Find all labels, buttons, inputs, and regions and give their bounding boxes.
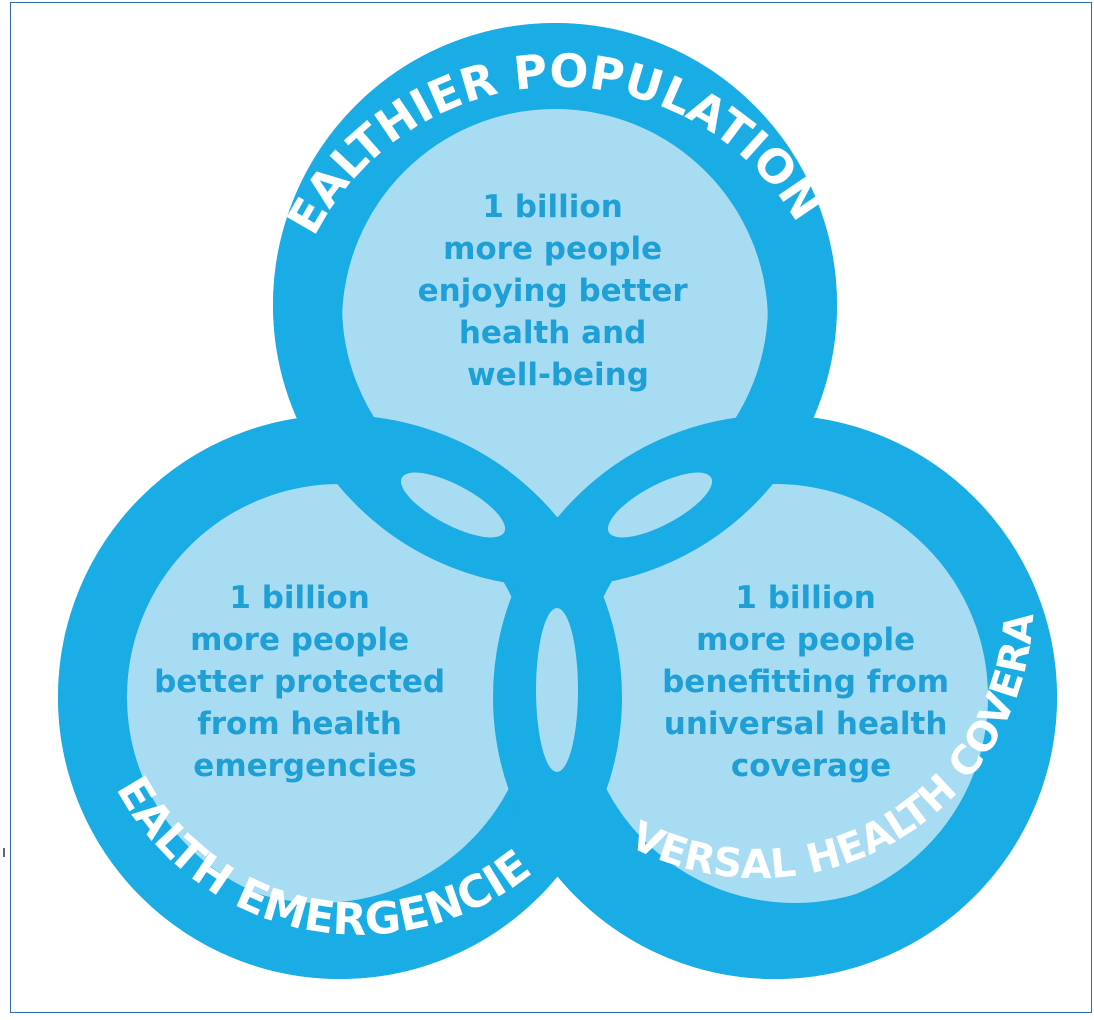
lens-bottom [536,608,578,772]
margin-mark [3,848,5,857]
goal-top-line: 1 billion [482,189,622,225]
goal-right-line: 1 billion [735,580,875,616]
goal-top: 1 billion more people enjoying better he… [418,189,699,393]
goal-right-line: more people [696,622,915,658]
goal-top-line: more people [443,231,662,267]
goal-left-line: better protected [154,664,445,700]
diagram-frame [10,2,1092,1013]
goal-right: 1 billion more people benefitting from u… [662,580,960,784]
goal-right-line: coverage [731,748,891,784]
inner-right [582,477,1008,903]
band-left [58,415,622,979]
goal-right-line: benefitting from [662,664,949,700]
goal-top-line: health and [459,315,647,351]
goal-left: 1 billion more people better protected f… [154,580,456,784]
lens-top-left [400,472,506,538]
goal-left-line: more people [190,622,409,658]
goal-left-line: emergencies [193,748,416,784]
goal-top-line: well-being [467,357,649,393]
goal-right-line: universal health [664,706,948,742]
lens-top-right [607,472,713,538]
band-right [493,415,1057,979]
inner-top [342,109,768,535]
inner-left [107,477,533,903]
goal-top-line: enjoying better [418,273,689,309]
goal-left-line: 1 billion [229,580,369,616]
goal-left-line: from health [197,706,402,742]
